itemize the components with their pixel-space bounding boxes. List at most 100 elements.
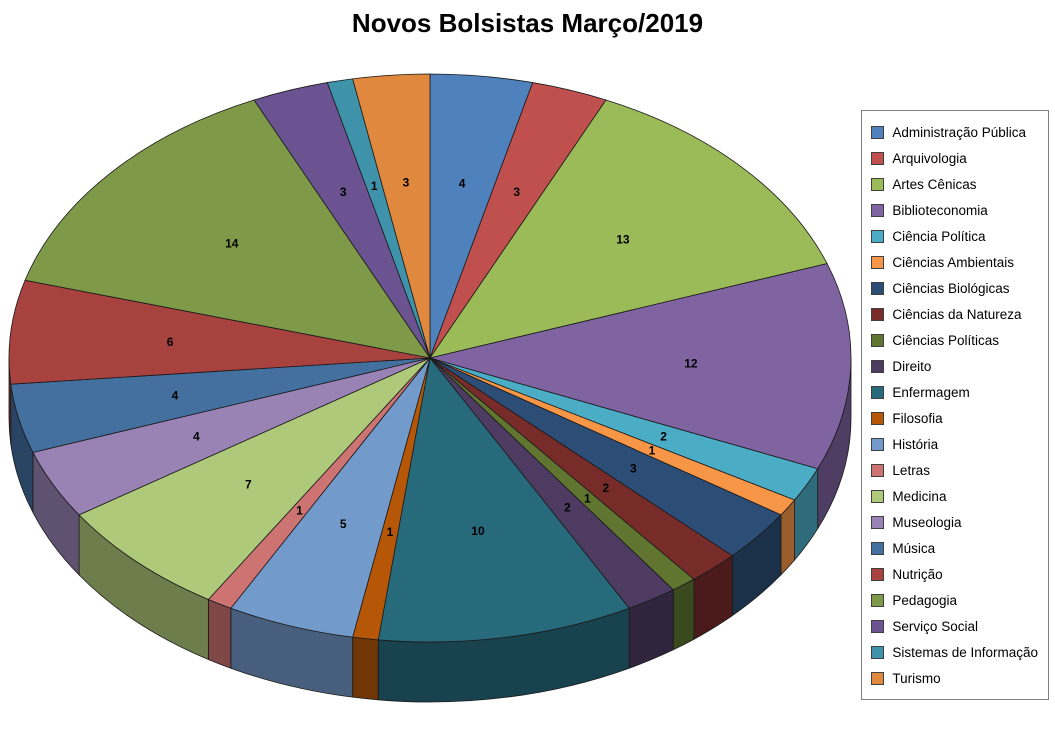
legend-swatch [871, 567, 885, 581]
data-label: 4 [459, 176, 466, 190]
legend-label: História [892, 436, 939, 452]
legend-swatch [871, 229, 885, 243]
pie-slice [24, 99, 431, 359]
legend-swatch [871, 281, 885, 295]
legend-label: Enfermagem [892, 384, 970, 400]
data-label: 3 [513, 185, 520, 199]
legend-label: Letras [892, 462, 930, 478]
legend-label: Museologia [892, 514, 962, 530]
data-label: 3 [403, 176, 410, 190]
legend-item: Ciências Políticas [871, 327, 1038, 353]
legend-item: Ciências Biológicas [871, 275, 1038, 301]
legend-swatch [871, 255, 885, 269]
legend-swatch [871, 515, 885, 529]
legend-item: Serviço Social [871, 613, 1038, 639]
legend-swatch [871, 437, 885, 451]
legend-item: Arquivologia [871, 145, 1038, 171]
legend-item: Nutrição [871, 561, 1038, 587]
legend-swatch [871, 307, 885, 321]
legend-item: Ciências Ambientais [871, 249, 1038, 275]
legend-swatch [871, 203, 885, 217]
legend-swatch [871, 645, 885, 659]
legend-label: Direito [892, 358, 932, 374]
legend-label: Ciência Política [892, 228, 986, 244]
legend: Administração Pública Arquivologia Artes C… [861, 110, 1049, 700]
legend-item: Medicina [871, 483, 1038, 509]
data-label: 4 [172, 389, 179, 403]
legend-label: Turismo [892, 670, 941, 686]
pie-slice [428, 263, 852, 470]
legend-swatch [871, 411, 885, 425]
legend-swatch [871, 619, 885, 633]
legend-swatch [871, 541, 885, 555]
legend-item: Ciência Política [871, 223, 1038, 249]
legend-label: Ciências Ambientais [892, 254, 1014, 270]
data-label: 6 [167, 335, 174, 349]
data-label: 2 [564, 501, 571, 515]
legend-item: Ciências da Natureza [871, 301, 1038, 327]
legend-label: Administração Pública [892, 124, 1026, 140]
data-label: 3 [630, 461, 637, 475]
legend-item: Museologia [871, 509, 1038, 535]
legend-label: Filosofia [892, 410, 943, 426]
data-label: 2 [603, 481, 610, 495]
legend-label: Nutrição [892, 566, 943, 582]
pie-slice [78, 357, 431, 600]
data-label: 14 [225, 236, 239, 250]
legend-label: Arquivologia [892, 150, 967, 166]
legend-swatch [871, 333, 885, 347]
legend-item: Música [871, 535, 1038, 561]
pie-slice [352, 73, 431, 359]
data-label: 1 [649, 444, 656, 458]
data-label: 4 [193, 429, 200, 443]
legend-swatch [871, 593, 885, 607]
pie-slice-side [672, 578, 695, 651]
legend-swatch [871, 671, 885, 685]
legend-label: Serviço Social [892, 618, 978, 634]
legend-item: Filosofia [871, 405, 1038, 431]
legend-item: Pedagogia [871, 587, 1038, 613]
data-label: 5 [340, 517, 347, 531]
data-label: 1 [296, 503, 303, 517]
legend-swatch [871, 125, 885, 139]
pie-slice [377, 357, 630, 643]
data-label: 2 [660, 429, 667, 443]
legend-item: Turismo [871, 665, 1038, 691]
data-label: 10 [471, 524, 485, 538]
data-label: 3 [340, 185, 347, 199]
legend-item: Letras [871, 457, 1038, 483]
legend-label: Biblioteconomia [892, 202, 988, 218]
data-label: 12 [684, 356, 698, 370]
legend-label: Pedagogia [892, 592, 957, 608]
data-label: 1 [387, 525, 394, 539]
legend-swatch [871, 359, 885, 373]
legend-label: Ciências da Natureza [892, 306, 1022, 322]
legend-label: Artes Cênicas [892, 176, 977, 192]
pie-slice [429, 99, 828, 359]
legend-item: Enfermagem [871, 379, 1038, 405]
legend-swatch [871, 489, 885, 503]
pie-slice-side [207, 598, 232, 669]
data-label: 7 [245, 477, 252, 491]
legend-label: Música [892, 540, 936, 556]
legend-label: Ciências Biológicas [892, 280, 1010, 296]
data-label: 1 [371, 179, 378, 193]
legend-item: História [871, 431, 1038, 457]
pie-slice [8, 279, 431, 385]
data-label: 1 [584, 492, 591, 506]
legend-label: Ciências Políticas [892, 332, 999, 348]
legend-label: Sistemas de Informação [892, 644, 1038, 660]
legend-swatch [871, 177, 885, 191]
legend-item: Sistemas de Informação [871, 639, 1038, 665]
legend-swatch [871, 385, 885, 399]
data-label: 13 [616, 232, 630, 246]
legend-swatch [871, 463, 885, 477]
chart-title: Novos Bolsistas Março/2019 [351, 8, 704, 38]
legend-item: Biblioteconomia [871, 197, 1038, 223]
pie-slice-side [352, 636, 379, 701]
legend-item: Direito [871, 353, 1038, 379]
legend-item: Artes Cênicas [871, 171, 1038, 197]
legend-label: Medicina [892, 488, 947, 504]
legend-item: Administração Pública [871, 119, 1038, 145]
